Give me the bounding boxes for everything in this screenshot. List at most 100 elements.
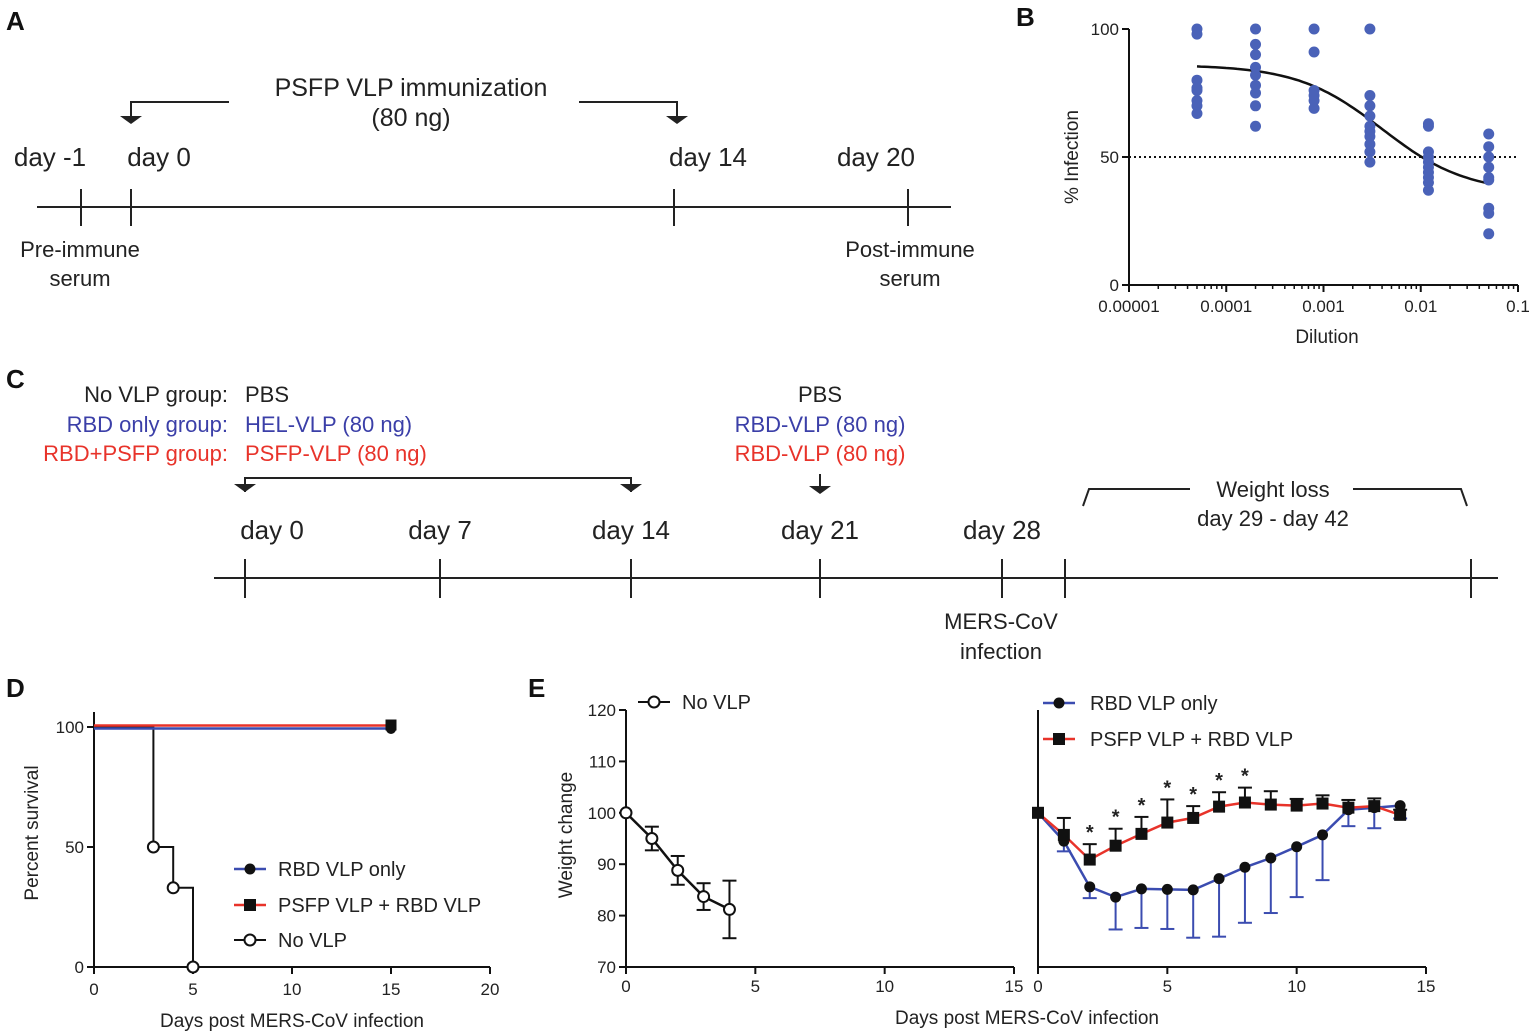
data-point	[1308, 95, 1320, 107]
panel-e-left-plot: 70 80 90 100 110 120 0 5 10 15	[588, 701, 1024, 996]
data-point	[1483, 141, 1495, 153]
data-point	[1250, 38, 1262, 50]
filled-square-marker	[1368, 800, 1381, 813]
arrowhead-icon	[620, 484, 642, 492]
x-tick-label: 0	[89, 980, 98, 999]
data-point	[1250, 87, 1262, 99]
legend-psfp: PSFP VLP + RBD VLP	[278, 895, 481, 917]
filled-circle-marker	[1239, 861, 1251, 873]
x-tick-label: 0	[621, 977, 630, 996]
open-circle-marker	[186, 960, 200, 974]
significance-marker: *	[1138, 795, 1146, 817]
data-point	[1483, 207, 1495, 219]
filled-square-marker	[1264, 798, 1277, 811]
x-tick-label: 0.0001	[1200, 297, 1252, 316]
filled-circle-marker	[1135, 883, 1147, 895]
group-name-rbd-psfp: RBD+PSFP group:	[43, 441, 228, 466]
filled-square-marker	[1161, 816, 1174, 829]
filled-square-marker	[1032, 806, 1044, 819]
filled-square-marker	[1057, 828, 1070, 841]
legend-e-psfp: PSFP VLP + RBD VLP	[1090, 729, 1293, 751]
x-tick-label: 10	[283, 980, 302, 999]
day-label: day 28	[963, 515, 1041, 545]
filled-square-marker	[1213, 800, 1226, 813]
filled-circle-marker	[1317, 829, 1329, 841]
data-point	[1308, 23, 1320, 35]
filled-square-marker	[1135, 827, 1148, 840]
boost-rbd-psfp: RBD-VLP (80 ng)	[735, 441, 906, 466]
data-point	[1364, 23, 1376, 35]
panel-d-xlabel: Days post MERS-CoV infection	[160, 1011, 424, 1032]
boost-no-vlp: PBS	[798, 382, 842, 407]
immunization-arrow-right	[579, 101, 678, 116]
open-circle-marker	[671, 863, 685, 877]
day-label: day -1	[14, 142, 86, 172]
x-tick-label: 15	[1417, 977, 1436, 996]
data-point	[1483, 128, 1495, 140]
arrowhead-icon	[120, 116, 142, 124]
open-circle-marker	[166, 881, 180, 895]
day-label: day 0	[127, 142, 191, 172]
significance-marker: *	[1086, 822, 1094, 844]
prime-bracket	[244, 477, 632, 492]
data-point	[1250, 100, 1262, 112]
x-tick-label: 20	[481, 980, 500, 999]
legend-novlp: No VLP	[278, 930, 347, 952]
legend-rbd: RBD VLP only	[278, 859, 405, 881]
filled-square-icon	[1053, 733, 1065, 745]
post-immune-serum: serum	[879, 266, 940, 291]
day-label: day 7	[408, 515, 472, 545]
y-tick-label: 50	[65, 838, 84, 857]
mers-infection-label: MERS-CoV	[944, 609, 1058, 634]
filled-circle-icon	[1053, 697, 1065, 709]
data-point	[1364, 100, 1376, 112]
data-point	[1364, 146, 1376, 158]
data-point	[1364, 110, 1376, 122]
y-tick-label: 90	[597, 855, 616, 874]
data-point	[1250, 61, 1262, 73]
x-tick-label: 0.00001	[1098, 297, 1159, 316]
panel-d-ylabel: Percent survival	[22, 765, 43, 900]
day-label: day 0	[240, 515, 304, 545]
panel-d-plot: 0 50 100 0 5 10 15 20	[56, 712, 500, 999]
filled-circle-marker	[1084, 881, 1096, 893]
x-tick-label: 5	[1163, 977, 1172, 996]
filled-square-marker	[1342, 801, 1355, 814]
filled-circle-marker	[1394, 800, 1406, 812]
weight-loss-bracket-right	[1353, 488, 1468, 507]
data-point	[1191, 28, 1203, 40]
panel-e-ylabel: Weight change	[556, 772, 577, 898]
data-point	[1250, 23, 1262, 35]
data-point	[1483, 151, 1495, 163]
pre-immune-serum: serum	[49, 266, 110, 291]
open-circle-icon	[647, 695, 661, 709]
significance-marker: *	[1112, 807, 1120, 829]
filled-square-marker	[1290, 799, 1303, 812]
weight-loss-label: Weight loss	[1216, 477, 1329, 502]
y-tick-label: 0	[75, 958, 84, 977]
open-circle-marker	[146, 840, 160, 854]
open-circle-marker	[722, 902, 736, 916]
prime-no-vlp: PBS	[245, 382, 289, 407]
data-point	[1191, 74, 1203, 86]
filled-square-marker	[1394, 808, 1407, 821]
x-tick-label: 15	[382, 980, 401, 999]
legend-e-novlp: No VLP	[682, 692, 751, 714]
y-tick-label: 120	[588, 701, 616, 720]
panel-b-ylabel: % Infection	[1062, 110, 1083, 204]
weight-loss-range: day 29 - day 42	[1197, 506, 1349, 531]
arrowhead-icon	[666, 116, 688, 124]
panel-b-xlabel: Dilution	[1295, 327, 1358, 348]
prime-rbd-only: HEL-VLP (80 ng)	[245, 412, 412, 437]
data-point	[1483, 161, 1495, 173]
x-tick-label: 15	[1005, 977, 1024, 996]
filled-square-icon	[244, 899, 256, 911]
y-tick-label: 0	[1110, 276, 1119, 295]
mers-infection-label-2: infection	[960, 639, 1042, 664]
filled-circle-marker	[1187, 884, 1199, 896]
open-circle-icon	[243, 933, 257, 947]
filled-square-marker	[1316, 797, 1329, 810]
y-tick-label: 70	[597, 958, 616, 977]
significance-marker: *	[1189, 784, 1197, 806]
panel-c-label: C	[6, 364, 25, 394]
